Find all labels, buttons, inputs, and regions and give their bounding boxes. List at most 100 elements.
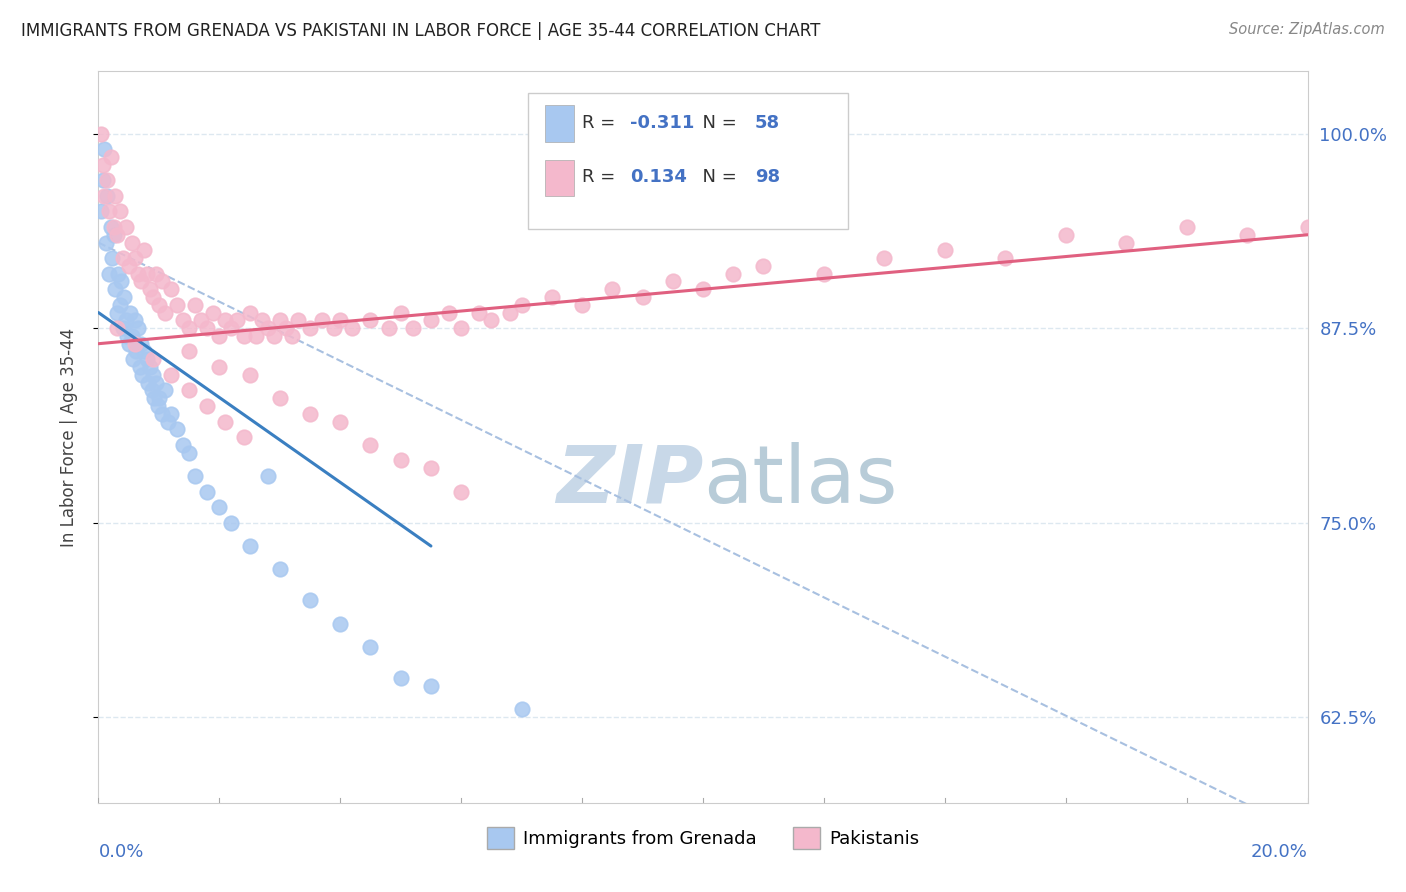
- Point: [125, 344, 148, 359]
- Point: [329, 616, 352, 631]
- Point: [100, 251, 122, 265]
- Point: [269, 391, 291, 405]
- Point: [114, 219, 136, 234]
- Point: [150, 275, 173, 289]
- Point: [389, 305, 412, 319]
- Point: [114, 313, 136, 327]
- Point: [121, 329, 143, 343]
- Point: [184, 469, 207, 483]
- Point: [934, 244, 956, 258]
- Point: [93, 142, 115, 156]
- Point: [239, 368, 262, 382]
- Point: [160, 368, 183, 382]
- Point: [127, 267, 149, 281]
- Point: [269, 562, 291, 576]
- Point: [190, 313, 212, 327]
- Point: [179, 445, 201, 459]
- Point: [420, 461, 443, 475]
- Point: [323, 321, 346, 335]
- Point: [274, 321, 297, 335]
- Text: 20.0%: 20.0%: [1251, 843, 1308, 861]
- Point: [208, 359, 231, 374]
- Point: [342, 321, 364, 335]
- Point: [96, 173, 118, 187]
- Point: [90, 204, 112, 219]
- Point: [510, 702, 533, 716]
- Point: [873, 251, 896, 265]
- Point: [1054, 227, 1077, 242]
- Point: [281, 329, 304, 343]
- Point: [105, 227, 128, 242]
- Point: [129, 275, 152, 289]
- Point: [402, 321, 425, 335]
- Point: [208, 500, 231, 515]
- Point: [118, 336, 141, 351]
- Point: [420, 313, 443, 327]
- Point: [105, 321, 128, 335]
- Point: [118, 305, 141, 319]
- Point: [142, 352, 165, 367]
- Point: [98, 267, 121, 281]
- Point: [287, 313, 309, 327]
- Point: [1175, 219, 1198, 234]
- Point: [1236, 227, 1258, 242]
- Point: [723, 267, 745, 281]
- Point: [148, 298, 170, 312]
- Point: [98, 204, 121, 219]
- Point: [166, 298, 188, 312]
- Point: [1115, 235, 1137, 250]
- Point: [195, 484, 218, 499]
- Text: 0.0%: 0.0%: [98, 843, 143, 861]
- Point: [256, 321, 278, 335]
- Point: [450, 484, 472, 499]
- Point: [813, 267, 835, 281]
- Point: [139, 282, 162, 296]
- Point: [208, 329, 231, 343]
- Point: [104, 189, 127, 203]
- Point: [239, 539, 262, 553]
- Point: [153, 384, 176, 398]
- Point: [221, 516, 243, 530]
- Point: [122, 352, 145, 367]
- Point: [132, 244, 155, 258]
- Point: [136, 376, 159, 390]
- Point: [195, 321, 218, 335]
- Point: [226, 313, 249, 327]
- Point: [994, 251, 1017, 265]
- Point: [329, 313, 352, 327]
- Point: [661, 275, 683, 289]
- Point: [124, 313, 146, 327]
- Point: [145, 267, 167, 281]
- Point: [124, 336, 146, 351]
- Point: [160, 407, 183, 421]
- Point: [202, 305, 225, 319]
- Point: [195, 399, 218, 413]
- Point: [103, 227, 125, 242]
- Point: [128, 359, 150, 374]
- Text: Source: ZipAtlas.com: Source: ZipAtlas.com: [1229, 22, 1385, 37]
- Point: [468, 305, 491, 319]
- Point: [221, 321, 243, 335]
- Point: [91, 158, 114, 172]
- Point: [179, 384, 201, 398]
- Point: [631, 290, 654, 304]
- Point: [184, 298, 207, 312]
- Text: R =: R =: [582, 169, 621, 186]
- Point: [129, 336, 152, 351]
- Point: [540, 290, 562, 304]
- Point: [160, 282, 183, 296]
- Point: [389, 453, 412, 467]
- Point: [90, 127, 112, 141]
- Point: [420, 679, 443, 693]
- Point: [108, 204, 131, 219]
- Point: [214, 313, 236, 327]
- Point: [131, 368, 153, 382]
- Point: [377, 321, 399, 335]
- Text: IMMIGRANTS FROM GRENADA VS PAKISTANI IN LABOR FORCE | AGE 35-44 CORRELATION CHAR: IMMIGRANTS FROM GRENADA VS PAKISTANI IN …: [21, 22, 821, 40]
- Text: -0.311: -0.311: [630, 113, 695, 131]
- Text: N =: N =: [690, 113, 742, 131]
- Point: [752, 259, 775, 273]
- Point: [127, 321, 149, 335]
- Point: [602, 282, 624, 296]
- Point: [329, 415, 352, 429]
